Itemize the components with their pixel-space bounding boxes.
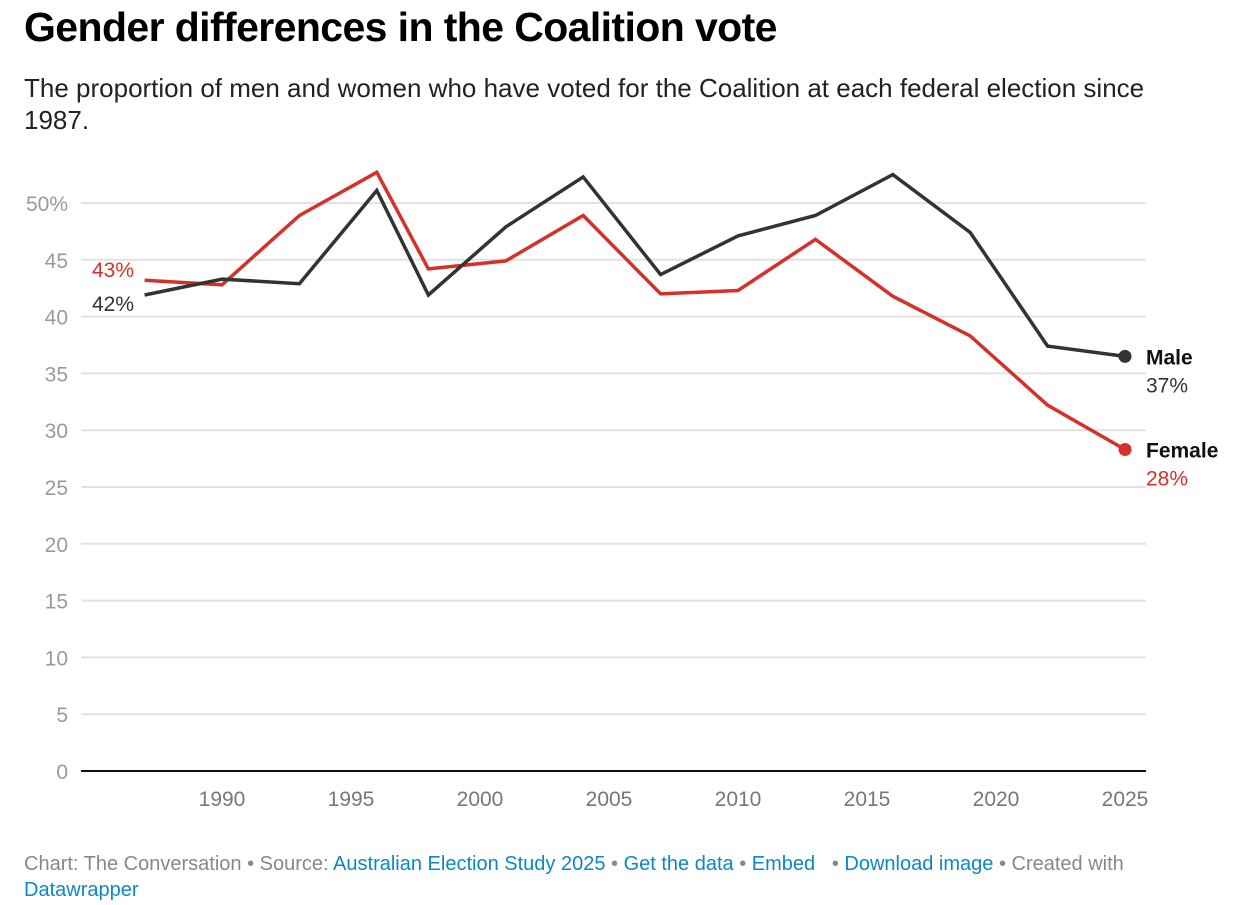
chart-credit: Chart: The Conversation: [24, 853, 242, 875]
download-image-link[interactable]: Download image: [844, 853, 994, 875]
separator-dot: •: [611, 853, 624, 875]
start-value-label-female: 43%: [92, 259, 134, 282]
get-the-data-link[interactable]: Get the data: [623, 853, 734, 875]
y-tick-label: 5: [56, 704, 68, 727]
y-tick-label: 0: [56, 761, 68, 784]
x-axis-ticks: 1990 1995 2000 2005 2010 2015 2020 2025: [199, 788, 1149, 811]
y-tick-label: 15: [45, 591, 68, 614]
y-tick-label: 35: [45, 363, 68, 386]
x-tick-label: 2020: [973, 788, 1020, 811]
end-point-male: [1118, 349, 1132, 363]
separator-dot: •: [247, 853, 260, 875]
embed-link[interactable]: Embed: [751, 853, 816, 875]
separator-dot: •: [998, 853, 1012, 875]
x-tick-label: 2015: [844, 788, 891, 811]
chart-subtitle: The proportion of men and women who have…: [24, 73, 1145, 135]
series-lines: [144, 169, 1132, 457]
series-labels: Female 28% Male 37% 43% 42%: [92, 259, 1218, 491]
x-tick-label: 1990: [199, 788, 246, 811]
x-tick-label: 2010: [715, 788, 762, 811]
end-value-label-male: 37%: [1146, 374, 1188, 397]
datawrapper-link[interactable]: Datawrapper: [24, 879, 139, 901]
x-tick-label: 1995: [328, 788, 375, 811]
series-line-male: [144, 172, 1126, 359]
x-tick-label: 2000: [457, 788, 504, 811]
end-point-female: [1118, 443, 1132, 457]
y-axis-ticks: 0 5 10 15 20 25 30 35 40 45 50%: [26, 193, 68, 784]
created-with-text: Created with: [1011, 853, 1124, 875]
end-value-label-female: 28%: [1146, 468, 1188, 491]
x-tick-label: 2025: [1102, 788, 1149, 811]
separator-dot: •: [739, 853, 752, 875]
x-tick-label: 2005: [586, 788, 633, 811]
series-name-label-female: Female: [1146, 440, 1218, 463]
series-line-female: [144, 169, 1126, 452]
gridlines: [81, 202, 1146, 716]
y-tick-label: 40: [45, 307, 68, 330]
separator-dot: •: [820, 853, 845, 875]
chart-title: Gender differences in the Coalition vote: [24, 4, 777, 50]
start-value-label-male: 42%: [92, 293, 134, 316]
y-tick-label: 10: [45, 647, 68, 670]
y-tick-label: 45: [45, 250, 68, 273]
y-tick-label: 30: [45, 420, 68, 443]
y-tick-label: 50%: [26, 193, 68, 216]
source-link[interactable]: Australian Election Study 2025: [333, 853, 606, 875]
series-name-label-male: Male: [1146, 346, 1193, 369]
y-tick-label: 20: [45, 534, 68, 557]
chart-footer: Chart: The Conversation • Source: Austra…: [24, 851, 1224, 903]
source-prefix: Source:: [259, 853, 329, 875]
y-tick-label: 25: [45, 477, 68, 500]
